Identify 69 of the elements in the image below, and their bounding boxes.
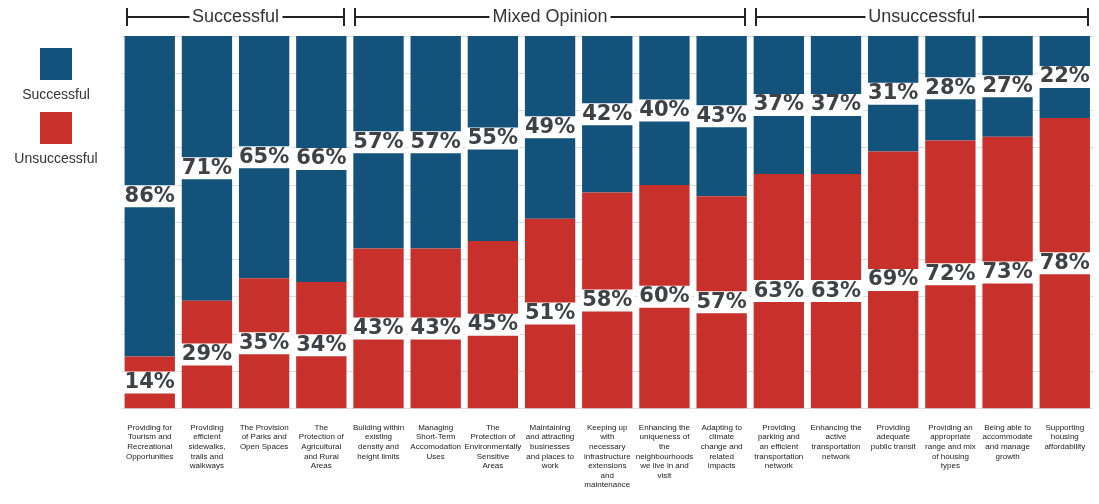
x-tick-label: Keeping up with necessary infrastructure extensions and maintenance xyxy=(583,422,632,490)
bar xyxy=(639,185,690,409)
legend-label: Unsuccessful xyxy=(14,150,98,166)
x-tick-label: Adapting to climate change and related impacts xyxy=(700,422,743,471)
x-tick-label: Maintaining and attracting businesses and places to work xyxy=(525,422,575,471)
x-tick-label: The Protection of Environmentally Sensitive Areas xyxy=(464,422,522,471)
bar xyxy=(353,36,404,249)
x-tick-label: The Provision of Parks and Open Spaces xyxy=(239,422,289,451)
bar xyxy=(868,151,919,409)
data-label: 29% xyxy=(181,340,233,365)
bar xyxy=(925,140,976,409)
data-label: 58% xyxy=(582,286,633,311)
x-tick-label: Managing Short-Term Accomodation Uses xyxy=(410,422,462,461)
data-label: 57% xyxy=(353,128,404,153)
data-label: 51% xyxy=(524,299,576,324)
data-label: 34% xyxy=(296,331,347,356)
bar xyxy=(810,173,862,409)
data-label: 37% xyxy=(810,91,862,116)
x-tick-label: Enhancing the active transportation network xyxy=(810,422,863,461)
bar xyxy=(696,196,747,409)
data-label: 43% xyxy=(696,102,747,127)
x-tick-label: Supporting housing affordability xyxy=(1044,422,1086,451)
bar xyxy=(296,36,347,283)
data-label: 42% xyxy=(582,100,633,125)
data-label: 63% xyxy=(810,277,862,302)
data-label: 72% xyxy=(925,260,976,285)
data-label: 14% xyxy=(124,368,175,393)
data-label: 69% xyxy=(868,266,919,291)
data-label: 57% xyxy=(696,288,747,313)
bar xyxy=(238,36,290,279)
data-label: 31% xyxy=(868,80,919,105)
data-label: 63% xyxy=(753,277,804,302)
x-tick-label: Being able to accommodate and manage growth xyxy=(982,422,1034,461)
data-label: 60% xyxy=(639,283,690,308)
data-label: 22% xyxy=(1039,63,1090,88)
data-label: 35% xyxy=(238,329,290,354)
bar xyxy=(124,36,175,357)
bar xyxy=(1039,118,1090,409)
data-label: 28% xyxy=(925,74,976,99)
data-label: 78% xyxy=(1039,249,1090,274)
data-label: 49% xyxy=(524,113,576,138)
x-tick-label: Providing adequate public transit xyxy=(870,422,917,451)
data-label: 37% xyxy=(753,91,804,116)
data-label: 43% xyxy=(353,314,404,339)
data-label: 65% xyxy=(238,143,290,168)
data-label: 73% xyxy=(982,258,1033,283)
data-label: 55% xyxy=(467,124,519,149)
data-label: 40% xyxy=(639,97,690,122)
bar xyxy=(753,173,804,409)
x-tick-label: Providing for Tourism and Recreational Opportunities xyxy=(125,422,174,461)
data-label: 57% xyxy=(410,128,461,153)
x-tick-label: The Protection of Agricultural and Rural Areas xyxy=(298,422,345,471)
bracket: Unsuccessful xyxy=(754,8,1089,26)
data-label: 43% xyxy=(410,314,461,339)
x-tick-label: Enhancing the uniqueness of the neighbourhoods we live in and visit xyxy=(635,422,694,480)
data-label: 71% xyxy=(181,154,233,179)
x-tick-label: Providing an appropriate range and mix of housing types xyxy=(925,422,976,471)
legend-label: Successful xyxy=(22,86,90,102)
bar xyxy=(181,36,233,301)
data-label: 45% xyxy=(467,311,519,336)
bar xyxy=(982,136,1033,409)
x-tick-label: Building within existing density and height limits xyxy=(352,422,405,461)
data-label: 86% xyxy=(124,182,175,207)
x-tick-label: Providing efficient sidewalks, trails and walkways xyxy=(188,422,226,471)
x-tick-label: Providing parking and an efficient transportation network xyxy=(754,422,804,471)
bracket: Mixed Opinion xyxy=(354,8,746,26)
data-label: 27% xyxy=(982,72,1033,97)
data-label: 66% xyxy=(296,145,347,170)
bracket: Successful xyxy=(125,8,346,26)
